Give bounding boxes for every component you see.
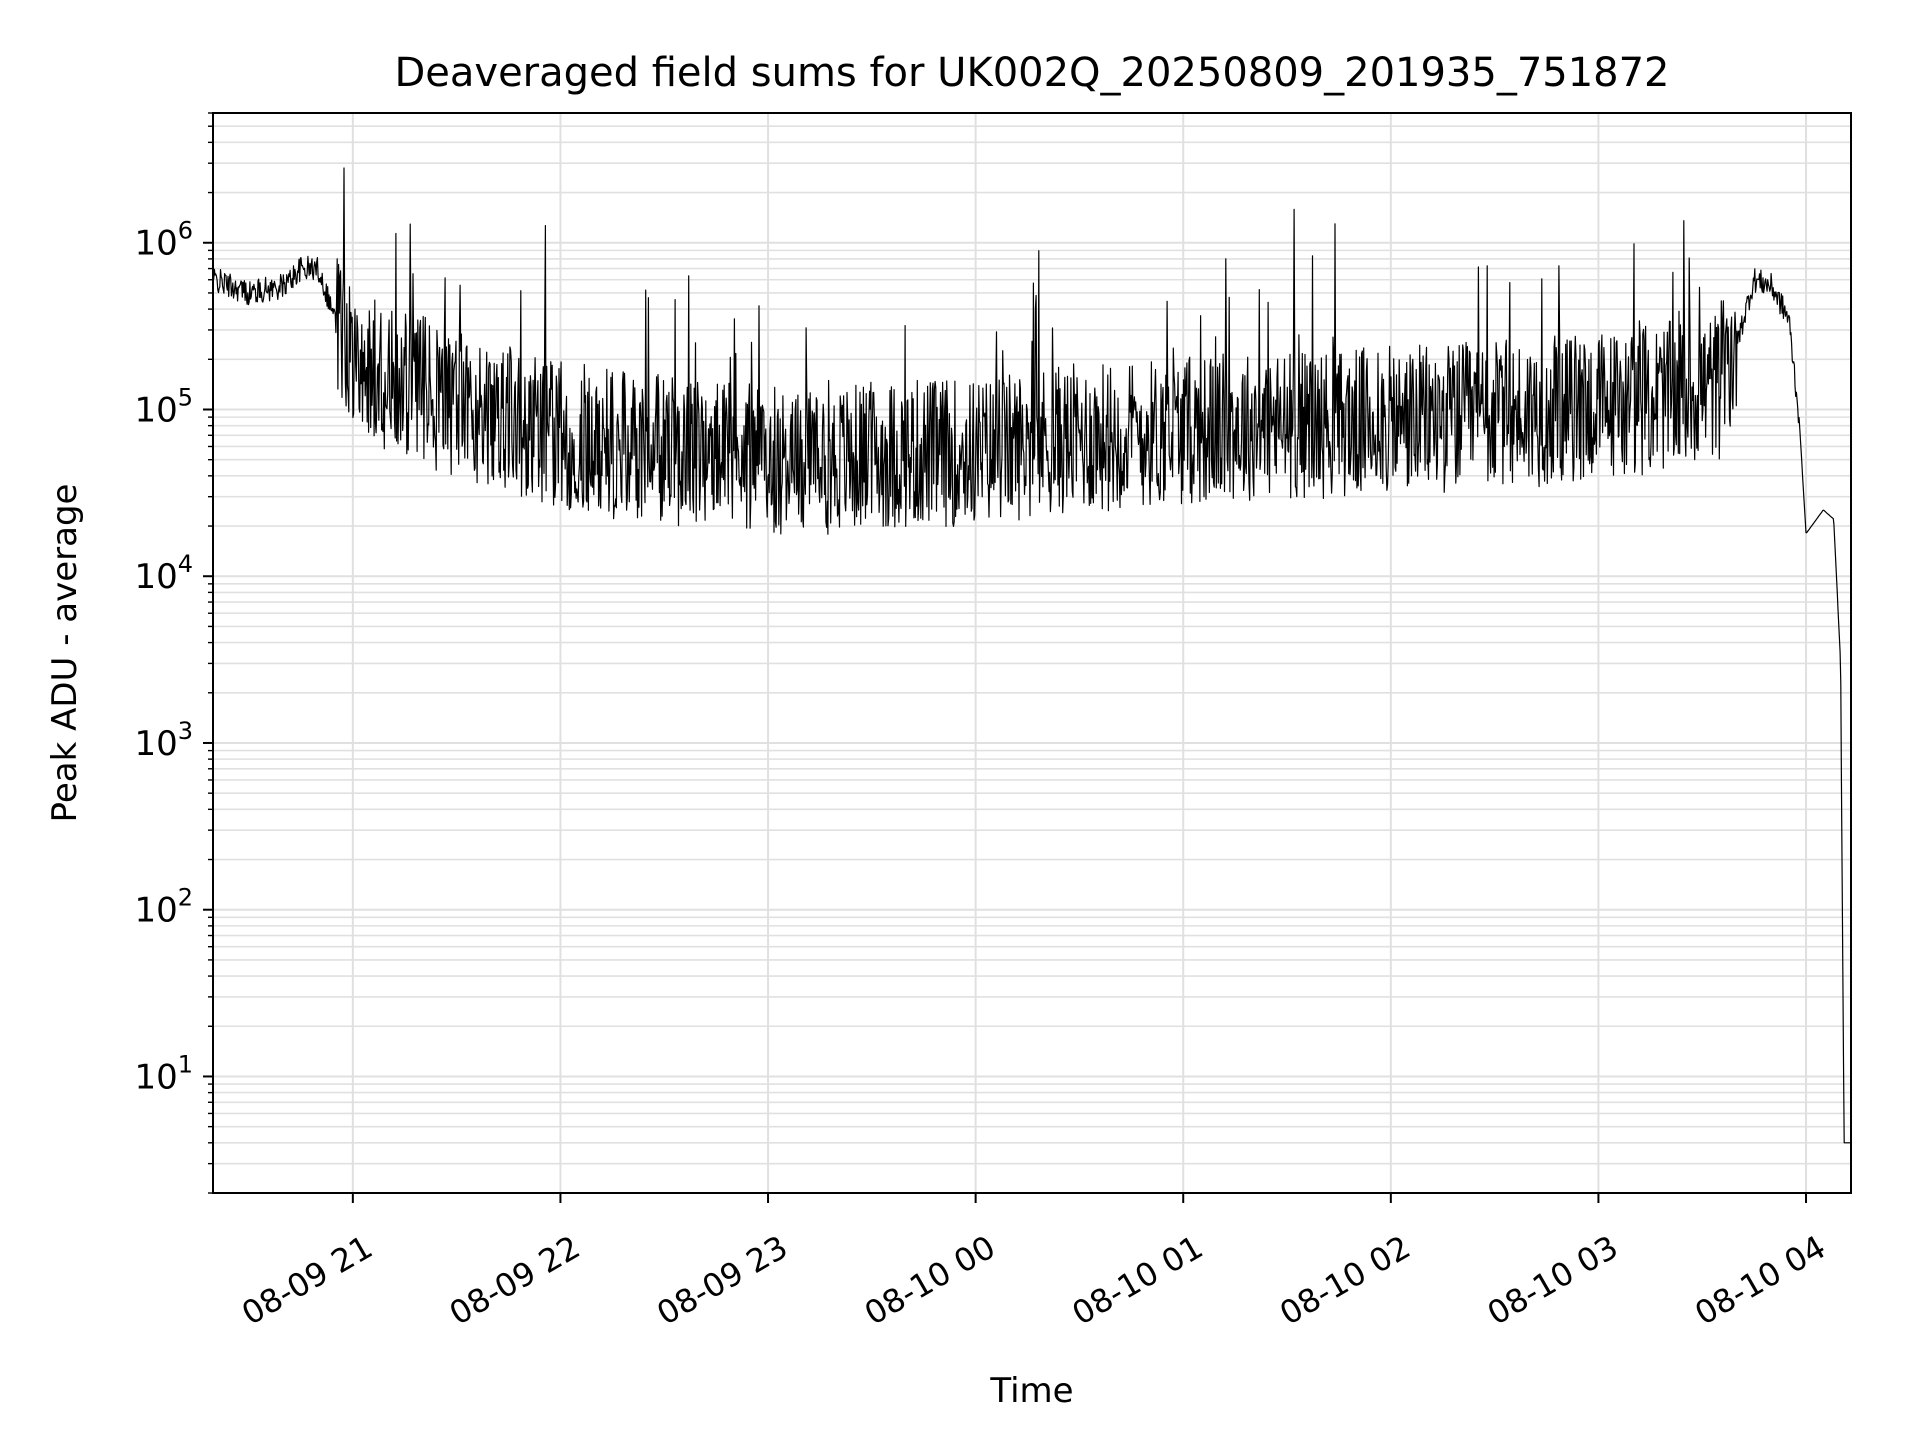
series-line <box>212 167 1851 1144</box>
tick-marks <box>203 112 1808 1203</box>
x-axis-label: Time <box>989 1371 1073 1411</box>
y-tick-label: 101 <box>134 1050 193 1097</box>
y-tick-label: 104 <box>134 550 193 597</box>
y-tick-label: 106 <box>134 217 193 264</box>
y-tick-label: 103 <box>134 717 193 764</box>
y-tick-label: 102 <box>134 884 193 931</box>
y-axis-label: Peak ADU - average <box>45 484 85 823</box>
grid-lines <box>213 112 1851 1194</box>
chart-title: Deaveraged field sums for UK002Q_2025080… <box>394 50 1669 96</box>
series-layer <box>212 167 1851 1144</box>
y-tick-labels: 101 102 103 104 105 106 <box>134 217 193 1098</box>
y-tick-label: 105 <box>134 383 193 430</box>
plot-frame <box>212 112 1852 1194</box>
